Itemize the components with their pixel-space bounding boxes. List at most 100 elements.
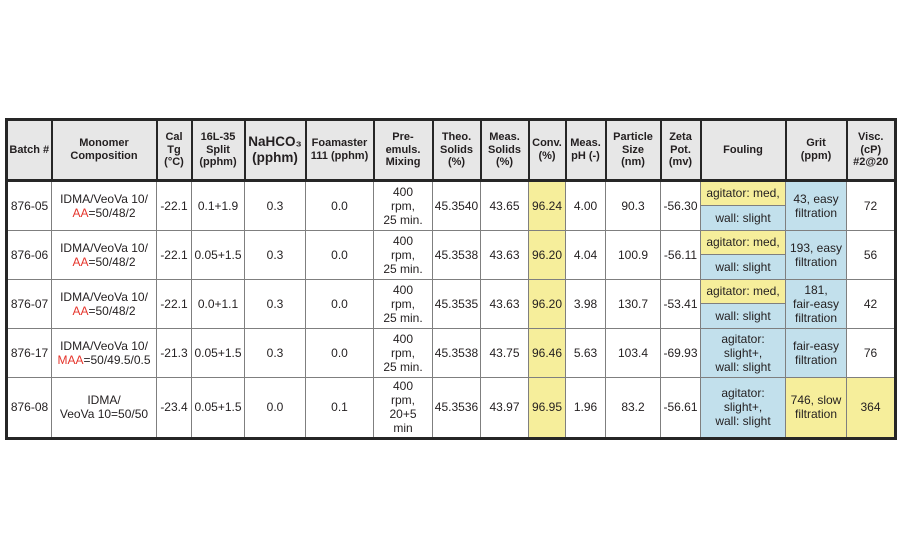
fouling-wall: wall: slight: [701, 255, 785, 279]
cell-conv: 96.20: [528, 279, 566, 329]
fouling-wall: wall: slight: [701, 304, 785, 328]
cell-cal-tg: -23.4: [156, 377, 192, 439]
cell-meas-solids: 43.63: [480, 279, 529, 329]
cell-grit: 181, fair-easy filtration: [785, 279, 847, 329]
cell-monomer-composition: IDMA/VeoVa 10/ MAA=50/49.5/0.5: [51, 328, 157, 378]
monomer-segment: =50/48/2: [88, 304, 136, 318]
monomer-segment: =50/48/2: [88, 206, 136, 220]
cell-theo-solids: 45.3538: [432, 230, 481, 280]
cell-conv: 96.95: [528, 377, 566, 439]
cell-premix: 400 rpm, 20+5 min: [373, 377, 433, 439]
header-row: Batch # Monomer Composition Cal Tg (°C) …: [5, 118, 897, 182]
cell-split: 0.05+1.5: [191, 328, 245, 378]
cell-grit: 43, easy filtration: [785, 180, 847, 231]
monomer-segment: AA: [72, 206, 89, 220]
cell-split: 0.05+1.5: [191, 230, 245, 280]
header-particle-size: Particle Size (nm): [604, 118, 662, 182]
cell-zeta: -53.41: [660, 279, 701, 329]
cell-monomer-composition: IDMA/VeoVa 10/ AA=50/48/2: [51, 180, 157, 231]
fouling-agitator: agitator: med,: [701, 280, 785, 304]
cell-foamaster: 0.0: [305, 230, 374, 280]
cell-grit: 746, slow filtration: [785, 377, 847, 439]
header-foamaster: Foamaster 111 (pphm): [304, 118, 375, 182]
batch-data-table: Batch # Monomer Composition Cal Tg (°C) …: [5, 118, 897, 440]
cell-monomer-composition: IDMA/ VeoVa 10=50/50: [51, 377, 157, 439]
header-fouling: Fouling: [699, 118, 787, 182]
cell-cal-tg: -22.1: [156, 180, 192, 231]
cell-ph: 1.96: [565, 377, 606, 439]
header-16l35-split: 16L-35 Split (pphm): [190, 118, 246, 182]
fouling-agitator: agitator: med,: [701, 231, 785, 255]
cell-premix: 400 rpm, 25 min.: [373, 230, 433, 280]
cell-zeta: -56.11: [660, 230, 701, 280]
cell-fouling: agitator: med, wall: slight: [700, 230, 786, 280]
table-row: 876-17 IDMA/VeoVa 10/ MAA=50/49.5/0.5 -21.…: [6, 328, 896, 378]
cell-split: 0.0+1.1: [191, 279, 245, 329]
header-meas-solids: Meas. Solids (%): [479, 118, 530, 182]
cell-split: 0.1+1.9: [191, 180, 245, 231]
table-row: 876-06 IDMA/VeoVa 10/ AA=50/48/2 -22.1 0.05…: [6, 230, 896, 280]
monomer-segment: IDMA/VeoVa 10/: [60, 240, 148, 255]
monomer-segment: =50/48/2: [88, 255, 136, 269]
monomer-segment: IDMA/VeoVa 10/: [60, 289, 148, 304]
monomer-segment: MAA: [57, 353, 84, 367]
cell-zeta: -56.61: [660, 377, 701, 439]
header-visc: Visc. (cP) #2@20: [845, 118, 897, 182]
header-nahco3: NaHCO₃ (pphm): [243, 118, 307, 182]
cell-split: 0.05+1.5: [191, 377, 245, 439]
cell-meas-solids: 43.65: [480, 180, 529, 231]
cell-nahco3: 0.0: [244, 377, 306, 439]
header-cal-tg: Cal Tg (°C): [155, 118, 193, 182]
cell-nahco3: 0.3: [244, 279, 306, 329]
cell-ph: 5.63: [565, 328, 606, 378]
cell-premix: 400 rpm, 25 min.: [373, 279, 433, 329]
cell-cal-tg: -22.1: [156, 230, 192, 280]
cell-fouling: agitator: slight+, wall: slight: [700, 328, 786, 378]
cell-theo-solids: 45.3536: [432, 377, 481, 439]
cell-fouling: agitator: med, wall: slight: [700, 279, 786, 329]
cell-nahco3: 0.3: [244, 180, 306, 231]
cell-theo-solids: 45.3535: [432, 279, 481, 329]
monomer-segment: =50/49.5/0.5: [83, 353, 151, 367]
cell-grit: 193, easy filtration: [785, 230, 847, 280]
monomer-segment: IDMA/VeoVa 10/: [60, 191, 148, 206]
table-row: 876-07 IDMA/VeoVa 10/ AA=50/48/2 -22.1 0.0+…: [6, 279, 896, 329]
cell-meas-solids: 43.75: [480, 328, 529, 378]
cell-cal-tg: -21.3: [156, 328, 192, 378]
monomer-segment: IDMA/: [87, 393, 121, 408]
cell-foamaster: 0.0: [305, 328, 374, 378]
cell-conv: 96.46: [528, 328, 566, 378]
cell-ph: 4.04: [565, 230, 606, 280]
cell-ph: 4.00: [565, 180, 606, 231]
cell-particle: 83.2: [605, 377, 661, 439]
monomer-segment: AA: [72, 255, 89, 269]
monomer-segment: VeoVa 10=50/50: [59, 407, 149, 422]
cell-monomer-composition: IDMA/VeoVa 10/ AA=50/48/2: [51, 279, 157, 329]
cell-foamaster: 0.0: [305, 279, 374, 329]
monomer-segment: IDMA/VeoVa 10/: [60, 338, 148, 353]
cell-batch: 876-07: [6, 279, 52, 329]
cell-visc: 76: [846, 328, 896, 378]
cell-premix: 400 rpm, 25 min.: [373, 328, 433, 378]
cell-batch: 876-08: [6, 377, 52, 439]
cell-conv: 96.24: [528, 180, 566, 231]
table-row: 876-05 IDMA/VeoVa 10/ AA=50/48/2 -22.1 0.1+…: [6, 180, 896, 231]
cell-ph: 3.98: [565, 279, 606, 329]
table-row: 876-08 IDMA/ VeoVa 10=50/50 -23.4 0.05+1.5 0…: [6, 377, 896, 439]
header-theo-solids: Theo. Solids (%): [431, 118, 482, 182]
cell-particle: 103.4: [605, 328, 661, 378]
cell-conv: 96.20: [528, 230, 566, 280]
cell-batch: 876-17: [6, 328, 52, 378]
cell-foamaster: 0.1: [305, 377, 374, 439]
cell-fouling: agitator: slight+, wall: slight: [700, 377, 786, 439]
header-zeta-pot: Zeta Pot. (mv): [659, 118, 702, 182]
cell-cal-tg: -22.1: [156, 279, 192, 329]
cell-meas-solids: 43.63: [480, 230, 529, 280]
fouling-agitator: agitator: med,: [701, 182, 785, 206]
cell-batch: 876-06: [6, 230, 52, 280]
cell-meas-solids: 43.97: [480, 377, 529, 439]
cell-particle: 130.7: [605, 279, 661, 329]
header-batch: Batch #: [5, 118, 53, 182]
cell-foamaster: 0.0: [305, 180, 374, 231]
cell-monomer-composition: IDMA/VeoVa 10/ AA=50/48/2: [51, 230, 157, 280]
